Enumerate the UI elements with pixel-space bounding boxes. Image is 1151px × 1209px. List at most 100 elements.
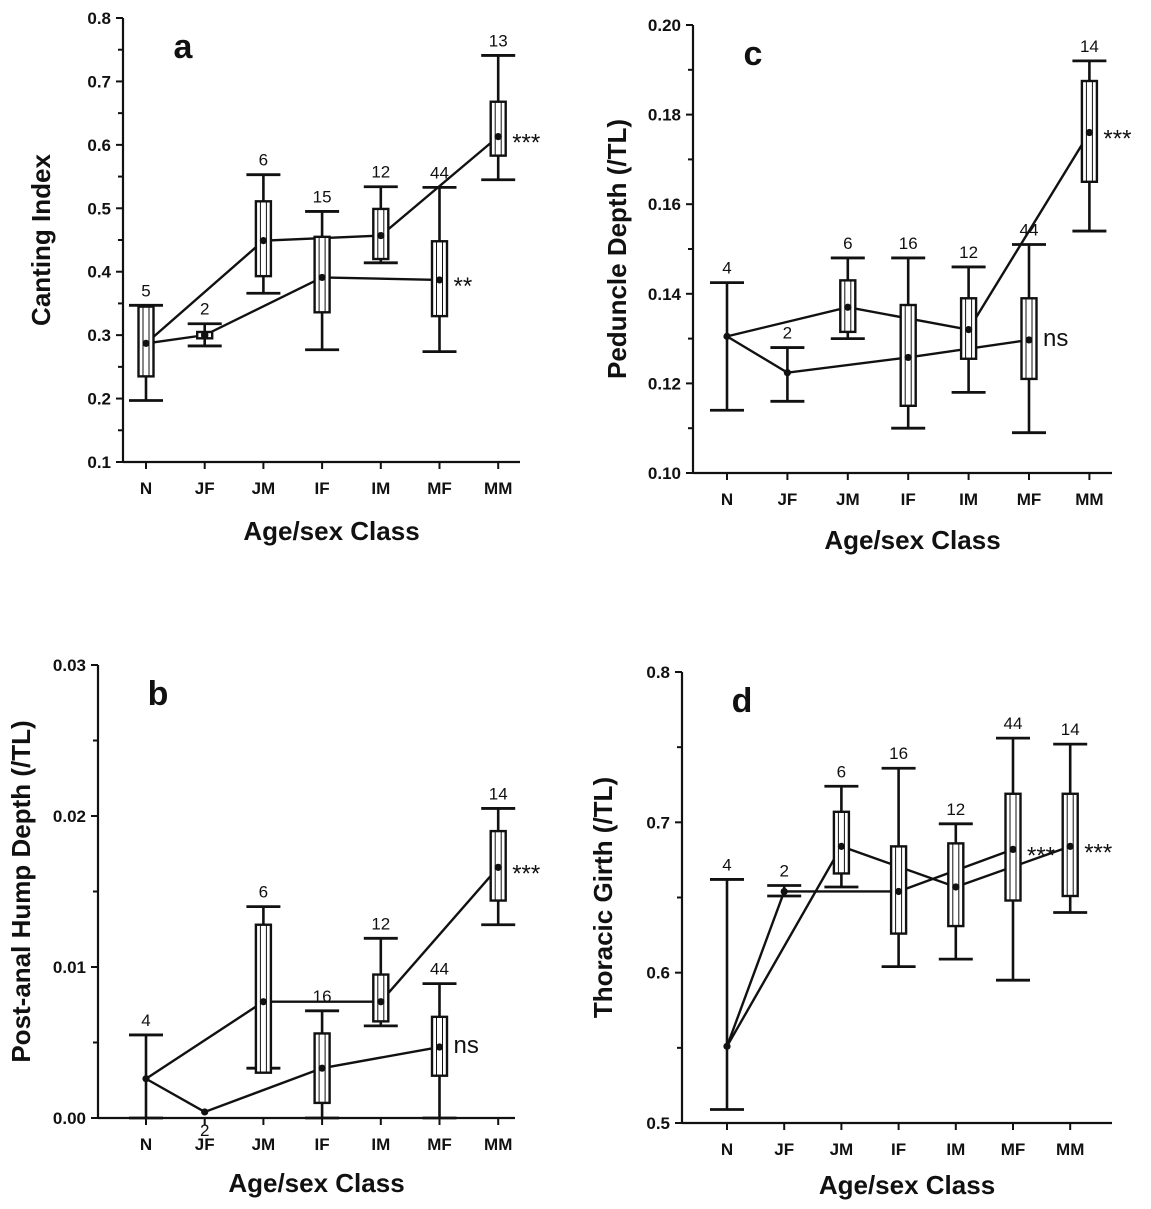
mean-point [1066, 842, 1074, 850]
box-if: 16 [881, 744, 916, 969]
trend-line-2 [145, 866, 500, 1080]
y-tick-label: 0.5 [87, 199, 111, 218]
y-tick-label: 0.18 [648, 106, 681, 125]
box-mm: 14 *** [1072, 37, 1131, 233]
sample-size-label: 16 [313, 987, 332, 1006]
sample-size-label: 6 [259, 151, 268, 170]
y-tick-label: 0.8 [87, 9, 111, 28]
y-tick-label: 0.6 [87, 136, 111, 155]
y-tick-label: 0.1 [87, 453, 111, 472]
y-tick-label: 0.14 [648, 285, 682, 304]
mean-point [494, 863, 502, 871]
mean-point [1025, 336, 1033, 344]
sample-size-label: 5 [141, 281, 150, 300]
mean-point [318, 1064, 326, 1072]
box-jf: 2 [770, 324, 805, 403]
x-tick-label: JF [777, 490, 797, 509]
mean-point [318, 273, 326, 282]
x-axis-title: Age/sex Class [819, 1170, 995, 1200]
sample-size-label: 44 [430, 960, 449, 979]
panel-letter: b [148, 675, 169, 713]
trend-line-1 [145, 1045, 440, 1114]
box-jm: 6 [824, 762, 859, 889]
box-jf: 2 [200, 1108, 209, 1140]
x-tick-label: MF [427, 479, 452, 498]
y-axis-title: Canting Index [26, 154, 56, 326]
mean-point [723, 332, 731, 340]
panel-letter: c [744, 35, 763, 73]
significance-label: *** [1027, 842, 1055, 869]
y-tick-label: 0.00 [53, 1109, 86, 1128]
mean-point [783, 369, 792, 377]
y-tick-label: 0.3 [87, 326, 111, 345]
sample-size-label: 44 [430, 163, 449, 182]
significance-label: *** [512, 860, 540, 887]
y-tick-label: 0.2 [87, 390, 111, 409]
box-body [832, 810, 851, 875]
x-tick-label: JM [836, 490, 860, 509]
box-im: 12 [363, 914, 398, 1028]
y-tick-label: 0.03 [53, 656, 86, 675]
sample-size-label: 15 [313, 187, 332, 206]
mean-point [377, 231, 385, 240]
x-tick-label: N [721, 1140, 733, 1159]
box-if: 15 [305, 187, 340, 352]
sample-size-label: 2 [200, 300, 209, 319]
sample-size-label: 14 [1080, 37, 1099, 56]
box-body [489, 100, 507, 157]
significance-label: ns [454, 1032, 479, 1059]
mean-point [435, 1043, 444, 1051]
mean-point [494, 133, 502, 141]
x-tick-label: N [721, 490, 733, 509]
box-jf: 2 [187, 300, 222, 348]
x-tick-label: IM [371, 1135, 390, 1154]
x-tick-label: IF [315, 1135, 330, 1154]
box-n: 4 [710, 259, 744, 412]
mean-point [723, 1042, 731, 1050]
mean-point [259, 998, 267, 1006]
trend-line-1 [726, 335, 1030, 374]
x-tick-label: MF [427, 1135, 452, 1154]
mean-point [780, 887, 788, 896]
x-tick-label: IF [315, 479, 330, 498]
mean-point [1009, 845, 1017, 853]
panel-b: 0.00 0.01 0.02 0.03 N JF JM IF IM MF MM Age/sex Cla… [6, 656, 540, 1198]
y-tick-label: 0.7 [87, 72, 111, 91]
x-tick-label: MM [1075, 490, 1103, 509]
mean-point [377, 998, 385, 1006]
y-axis-title: Peduncle Depth (/TL) [602, 119, 632, 379]
y-tick-label: 0.01 [53, 958, 86, 977]
box-mf: 44 ns [1012, 221, 1068, 435]
trend-line-1 [145, 276, 440, 345]
box-jm: 6 [246, 151, 281, 295]
y-tick-label: 0.5 [646, 1114, 670, 1133]
sample-size-label: 2 [779, 861, 788, 880]
panel-letter: a [174, 28, 194, 66]
mean-point [142, 339, 150, 347]
x-tick-label: IF [891, 1140, 906, 1159]
x-tick-label: IF [901, 490, 916, 509]
box-jm: 6 [830, 234, 865, 341]
y-axis-title: Post-anal Hump Depth (/TL) [6, 720, 36, 1062]
sample-size-label: 12 [946, 800, 965, 819]
box-mm: 14 *** [1053, 720, 1112, 914]
box-n: 5 [129, 281, 163, 402]
mean-point [201, 331, 209, 339]
box-n: 4 [710, 855, 744, 1111]
panel-a: 0.1 0.2 0.3 0.4 0.5 0.6 0.7 0.8 N JF JM IF IM MF MM Age… [26, 9, 540, 546]
box-mf: 44 ** [422, 163, 472, 354]
sample-size-label: 2 [783, 324, 792, 343]
box-mm: 14 *** [481, 784, 540, 927]
sample-size-label: 6 [259, 883, 268, 902]
sample-size-label: 16 [889, 744, 908, 763]
mean-point [952, 883, 960, 891]
mean-point [1085, 128, 1093, 137]
y-tick-label: 0.20 [648, 16, 681, 35]
x-tick-label: JF [195, 479, 215, 498]
sample-size-label: 44 [1004, 714, 1023, 733]
mean-point [837, 842, 846, 850]
x-tick-label: JM [252, 479, 276, 498]
box-if: 16 [305, 987, 340, 1120]
y-tick-label: 0.10 [648, 464, 681, 483]
y-axis-title: Thoracic Girth (/TL) [588, 777, 618, 1018]
